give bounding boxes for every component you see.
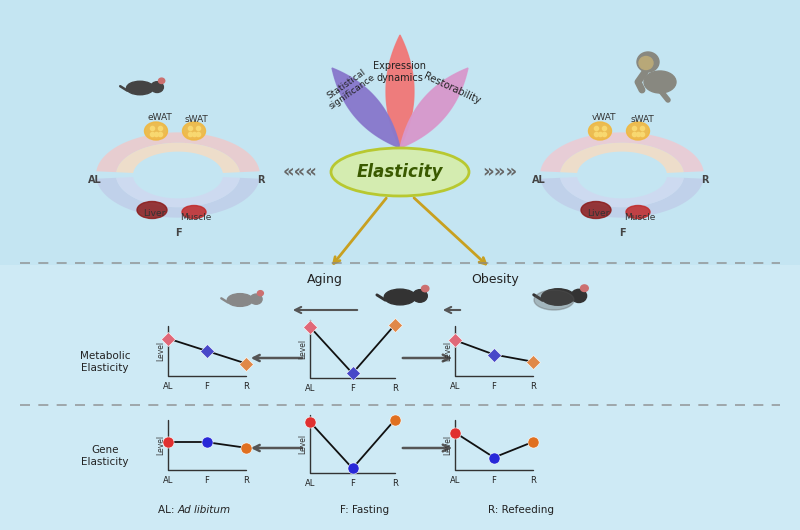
Text: »»»: »»» bbox=[482, 163, 518, 181]
Polygon shape bbox=[560, 177, 684, 207]
Text: R: R bbox=[530, 476, 536, 485]
Text: vWAT: vWAT bbox=[592, 112, 616, 121]
Ellipse shape bbox=[581, 285, 588, 292]
Text: R: R bbox=[530, 382, 536, 391]
Text: Restorability: Restorability bbox=[422, 70, 482, 105]
FancyBboxPatch shape bbox=[0, 0, 800, 265]
Text: Level: Level bbox=[443, 341, 453, 361]
Polygon shape bbox=[400, 68, 468, 148]
Text: Elasticity: Elasticity bbox=[357, 163, 443, 181]
Ellipse shape bbox=[182, 122, 206, 140]
Text: sWAT: sWAT bbox=[184, 116, 208, 125]
Ellipse shape bbox=[126, 81, 154, 95]
Polygon shape bbox=[332, 68, 400, 148]
Text: F: F bbox=[491, 382, 497, 391]
Polygon shape bbox=[386, 35, 414, 148]
Ellipse shape bbox=[644, 71, 676, 93]
Text: F: F bbox=[618, 228, 626, 238]
Ellipse shape bbox=[258, 290, 263, 296]
Text: R: R bbox=[392, 384, 398, 393]
Ellipse shape bbox=[413, 290, 427, 302]
Ellipse shape bbox=[589, 122, 611, 140]
Polygon shape bbox=[96, 178, 260, 218]
Text: R: R bbox=[702, 175, 709, 185]
Text: Gene
Elasticity: Gene Elasticity bbox=[82, 445, 129, 467]
Polygon shape bbox=[400, 68, 468, 148]
Ellipse shape bbox=[331, 148, 469, 196]
Text: R: R bbox=[392, 479, 398, 488]
Text: AL: AL bbox=[532, 175, 546, 185]
Ellipse shape bbox=[639, 57, 653, 69]
Ellipse shape bbox=[422, 286, 429, 292]
Ellipse shape bbox=[150, 82, 163, 93]
Text: sWAT: sWAT bbox=[630, 116, 654, 125]
Text: Aging: Aging bbox=[307, 273, 343, 286]
Text: R: R bbox=[243, 382, 249, 391]
Text: F: F bbox=[491, 476, 497, 485]
Ellipse shape bbox=[571, 289, 586, 303]
Polygon shape bbox=[540, 132, 704, 172]
Text: Level: Level bbox=[298, 434, 307, 454]
Text: Statistical
significance: Statistical significance bbox=[322, 65, 377, 111]
Ellipse shape bbox=[145, 122, 167, 140]
Polygon shape bbox=[386, 35, 414, 148]
Text: AL: AL bbox=[88, 175, 102, 185]
Text: Level: Level bbox=[443, 435, 453, 455]
Text: R: R bbox=[243, 476, 249, 485]
Ellipse shape bbox=[581, 201, 611, 218]
Ellipse shape bbox=[227, 294, 253, 306]
Text: Muscle: Muscle bbox=[624, 213, 656, 222]
Text: «««: ««« bbox=[282, 163, 318, 181]
Text: AL: AL bbox=[163, 476, 173, 485]
Text: F: Fasting: F: Fasting bbox=[340, 505, 389, 515]
Text: AL: AL bbox=[163, 382, 173, 391]
Text: Obesity: Obesity bbox=[471, 273, 519, 286]
Text: AL: AL bbox=[450, 476, 460, 485]
Polygon shape bbox=[96, 132, 260, 172]
Text: Liver: Liver bbox=[587, 208, 609, 217]
Ellipse shape bbox=[637, 52, 659, 72]
Text: AL:: AL: bbox=[158, 505, 178, 515]
Ellipse shape bbox=[250, 294, 262, 304]
Ellipse shape bbox=[384, 289, 416, 305]
Text: F: F bbox=[174, 228, 182, 238]
Polygon shape bbox=[540, 178, 704, 218]
Ellipse shape bbox=[542, 289, 574, 305]
Text: AL: AL bbox=[305, 384, 315, 393]
Ellipse shape bbox=[158, 78, 165, 84]
Ellipse shape bbox=[534, 290, 574, 310]
Ellipse shape bbox=[182, 206, 206, 218]
Text: Expression
dynamics: Expression dynamics bbox=[374, 61, 426, 83]
Ellipse shape bbox=[626, 206, 650, 218]
Ellipse shape bbox=[626, 122, 650, 140]
Text: AL: AL bbox=[305, 479, 315, 488]
Text: eWAT: eWAT bbox=[148, 112, 172, 121]
Text: F: F bbox=[350, 479, 355, 488]
Text: Ad libitum: Ad libitum bbox=[178, 505, 231, 515]
Text: F: F bbox=[350, 384, 355, 393]
Text: Level: Level bbox=[157, 341, 166, 361]
Text: Liver: Liver bbox=[143, 208, 165, 217]
Text: AL: AL bbox=[450, 382, 460, 391]
Polygon shape bbox=[560, 143, 684, 173]
Text: Level: Level bbox=[298, 339, 307, 359]
Polygon shape bbox=[116, 143, 240, 173]
Ellipse shape bbox=[137, 201, 167, 218]
Polygon shape bbox=[116, 177, 240, 207]
Text: Muscle: Muscle bbox=[180, 213, 212, 222]
Polygon shape bbox=[332, 68, 400, 148]
Text: F: F bbox=[205, 382, 210, 391]
Text: Level: Level bbox=[157, 435, 166, 455]
Text: Metabolic
Elasticity: Metabolic Elasticity bbox=[80, 351, 130, 373]
Text: F: F bbox=[205, 476, 210, 485]
Text: R: Refeeding: R: Refeeding bbox=[488, 505, 554, 515]
Text: R: R bbox=[258, 175, 265, 185]
